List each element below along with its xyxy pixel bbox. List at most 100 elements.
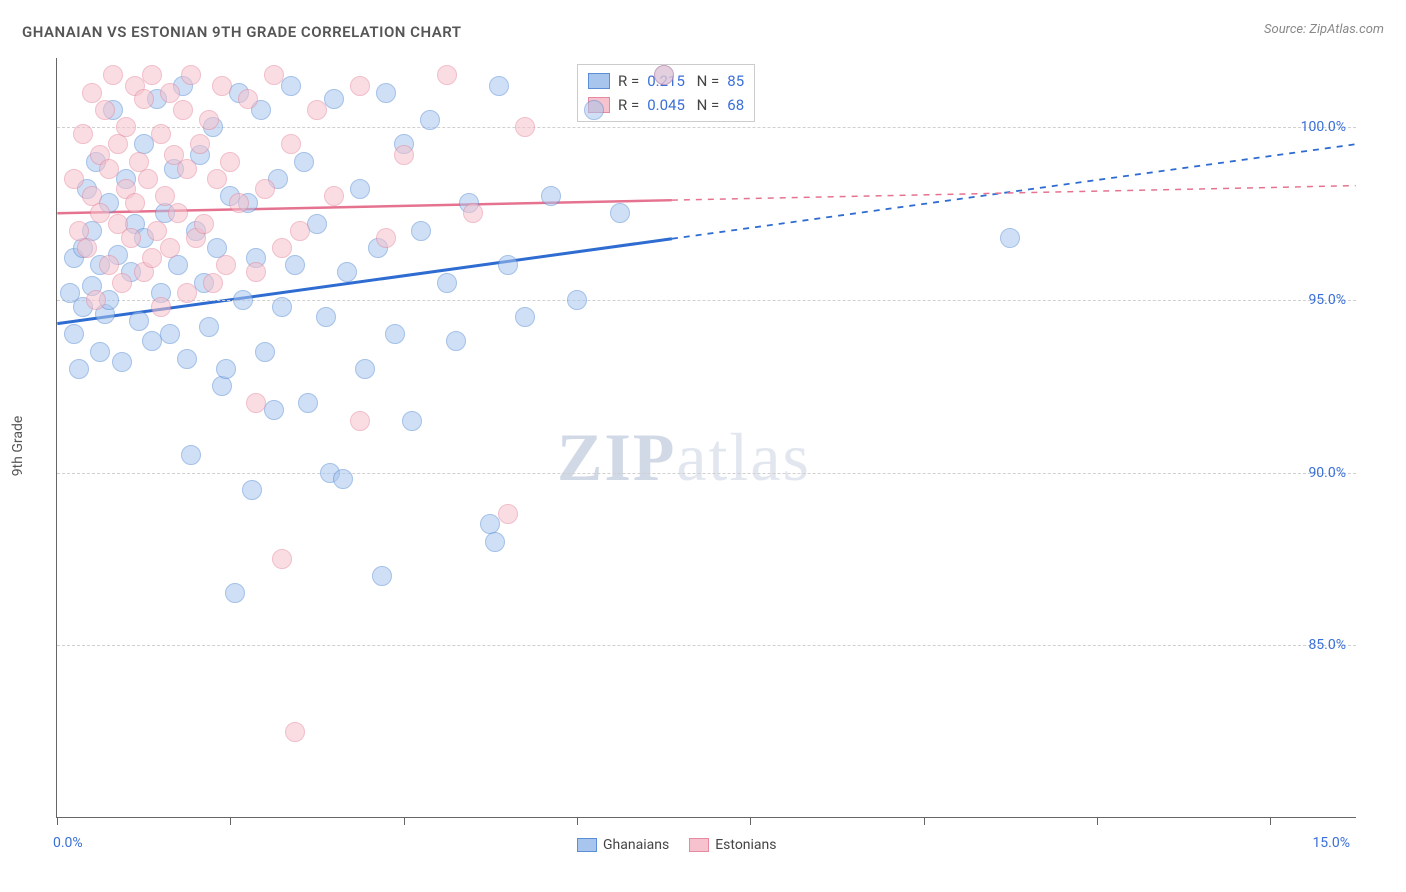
- data-point: [121, 228, 141, 248]
- data-point: [190, 134, 210, 154]
- data-point: [316, 307, 336, 327]
- stats-n-value: 68: [727, 96, 744, 114]
- data-point: [584, 100, 604, 120]
- data-point: [498, 255, 518, 275]
- data-point: [242, 480, 262, 500]
- chart-title: GHANAIAN VS ESTONIAN 9TH GRADE CORRELATI…: [22, 23, 462, 41]
- data-point: [99, 159, 119, 179]
- data-point: [281, 134, 301, 154]
- data-point: [73, 124, 93, 144]
- gridline-h: [57, 645, 1356, 646]
- data-point: [411, 221, 431, 241]
- x-tick: [750, 817, 751, 825]
- data-point: [151, 124, 171, 144]
- data-point: [385, 324, 405, 344]
- legend-swatch: [577, 838, 597, 852]
- data-point: [155, 186, 175, 206]
- stats-r-label: R =: [618, 96, 639, 114]
- y-tick-label: 95.0%: [1308, 292, 1346, 308]
- data-point: [199, 110, 219, 130]
- data-point: [138, 169, 158, 189]
- data-point: [567, 290, 587, 310]
- data-point: [212, 76, 232, 96]
- data-point: [307, 100, 327, 120]
- data-point: [446, 331, 466, 351]
- data-point: [437, 273, 457, 293]
- data-point: [285, 255, 305, 275]
- x-tick: [1097, 817, 1098, 825]
- data-point: [129, 311, 149, 331]
- data-point: [229, 193, 249, 213]
- data-point: [610, 203, 630, 223]
- data-point: [86, 290, 106, 310]
- data-point: [95, 100, 115, 120]
- data-point: [177, 283, 197, 303]
- data-point: [290, 221, 310, 241]
- data-point: [134, 89, 154, 109]
- data-point: [281, 76, 301, 96]
- data-point: [255, 342, 275, 362]
- x-tick: [924, 817, 925, 825]
- x-tick: [404, 817, 405, 825]
- series-legend: Ghanaians Estonians: [577, 837, 777, 853]
- data-point: [255, 179, 275, 199]
- data-point: [220, 152, 240, 172]
- data-point: [168, 203, 188, 223]
- x-tick: [577, 817, 578, 825]
- x-tick-label: 0.0%: [53, 835, 83, 851]
- data-point: [108, 134, 128, 154]
- data-point: [324, 89, 344, 109]
- data-point: [437, 65, 457, 85]
- data-point: [147, 221, 167, 241]
- chart-plot-area: ZIPatlas R =0.215 N =85R =0.045 N =68 Gh…: [56, 58, 1356, 818]
- data-point: [90, 342, 110, 362]
- legend-item: Ghanaians: [577, 837, 669, 853]
- x-tick: [230, 817, 231, 825]
- data-point: [173, 100, 193, 120]
- data-point: [272, 238, 292, 258]
- data-point: [350, 179, 370, 199]
- data-point: [376, 83, 396, 103]
- data-point: [151, 297, 171, 317]
- data-point: [125, 193, 145, 213]
- data-point: [194, 214, 214, 234]
- trendline-dashed: [672, 186, 1356, 201]
- source-text: Source: ZipAtlas.com: [1264, 22, 1384, 37]
- data-point: [233, 290, 253, 310]
- legend-item: Estonians: [689, 837, 776, 853]
- stats-n-value: 85: [727, 72, 744, 90]
- data-point: [307, 214, 327, 234]
- x-tick: [57, 817, 58, 825]
- data-point: [394, 145, 414, 165]
- data-point: [177, 159, 197, 179]
- x-tick: [1270, 817, 1271, 825]
- data-point: [160, 238, 180, 258]
- data-point: [350, 411, 370, 431]
- y-axis-label: 9th Grade: [10, 416, 26, 477]
- legend-label: Ghanaians: [603, 837, 669, 853]
- data-point: [103, 65, 123, 85]
- x-tick-label: 15.0%: [1312, 835, 1350, 851]
- data-point: [64, 324, 84, 344]
- data-point: [160, 83, 180, 103]
- stats-n-label: N =: [693, 96, 719, 114]
- data-point: [246, 393, 266, 413]
- data-point: [160, 324, 180, 344]
- data-point: [272, 549, 292, 569]
- data-point: [298, 393, 318, 413]
- data-point: [420, 110, 440, 130]
- data-point: [541, 186, 561, 206]
- legend-label: Estonians: [715, 837, 776, 853]
- data-point: [324, 186, 344, 206]
- data-point: [294, 152, 314, 172]
- data-point: [116, 117, 136, 137]
- data-point: [216, 255, 236, 275]
- data-point: [264, 65, 284, 85]
- data-point: [64, 169, 84, 189]
- stats-n-label: N =: [693, 72, 719, 90]
- data-point: [99, 255, 119, 275]
- data-point: [238, 89, 258, 109]
- legend-swatch: [689, 838, 709, 852]
- data-point: [402, 411, 422, 431]
- data-point: [225, 583, 245, 603]
